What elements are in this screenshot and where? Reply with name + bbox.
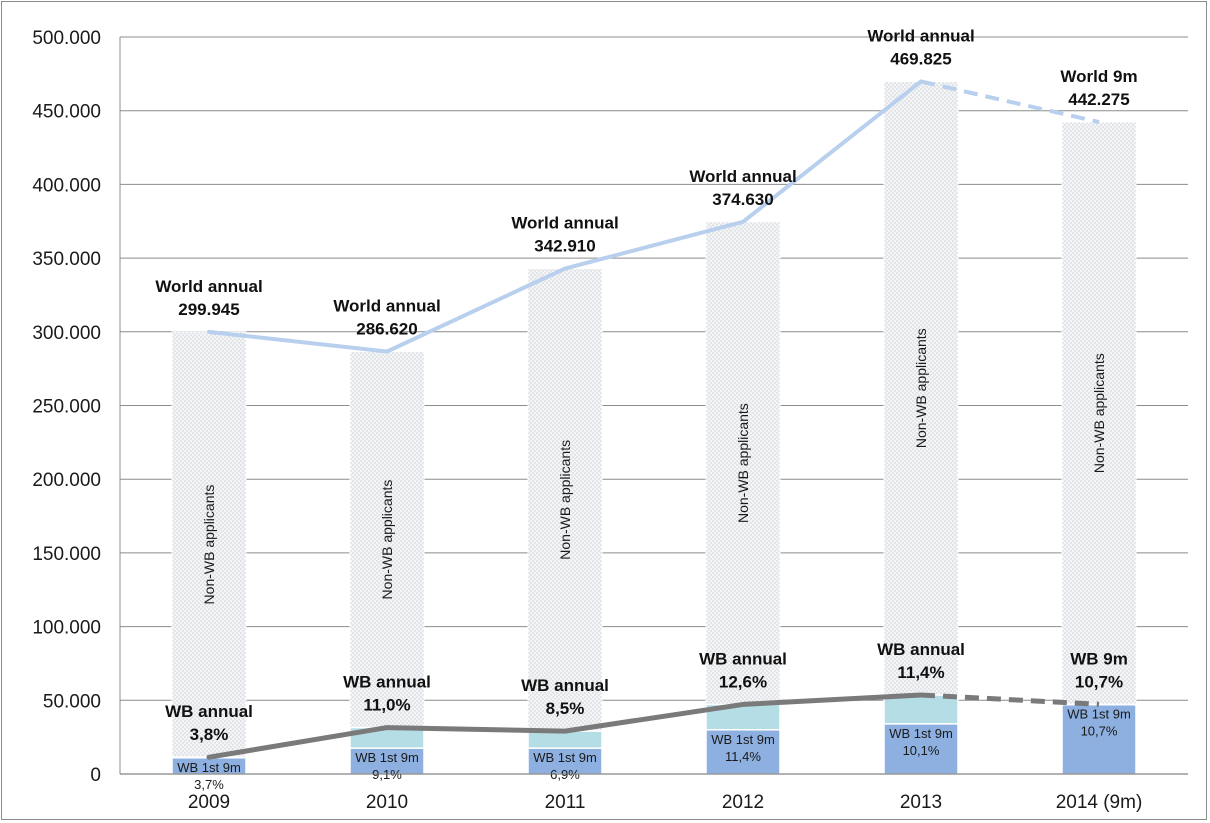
world-label-value: 342.910 [534,237,595,256]
world-label-title: World annual [867,26,974,45]
wb-label-value: 12,6% [719,672,767,691]
wb-label-title: WB 9m [1070,649,1128,668]
non-wb-label: Non-WB applicants [557,440,573,560]
wb-label-title: WB annual [343,673,431,692]
non-wb-label: Non-WB applicants [735,403,751,523]
first-9m-label-title: WB 1st 9m [889,726,953,741]
non-wb-label: Non-WB applicants [1091,353,1107,473]
first-9m-label-title: WB 1st 9m [1067,707,1131,722]
first-9m-label-title: WB 1st 9m [711,732,775,747]
x-tick-label: 2009 [188,792,230,813]
wb-label-title: WB annual [521,676,609,695]
non-wb-bar [1061,121,1137,705]
world-dashed-segment [920,79,1100,125]
bars [171,80,1137,775]
x-tick-label: 2011 [545,792,586,813]
y-tick-label: 200.000 [32,470,101,491]
world-label-value: 299.945 [178,300,239,319]
wb-first-9m-bar [527,747,603,775]
y-tick-label: 350.000 [32,249,101,270]
world-label-title: World annual [511,214,618,233]
x-tick-label: 2010 [366,792,408,813]
y-tick-label: 100.000 [32,618,101,639]
world-label-value: 286.620 [356,320,417,339]
y-tick-label: 400.000 [32,175,101,196]
world-label-title: World 9m [1060,67,1137,86]
world-label-value: 442.275 [1068,90,1129,109]
data-labels: Non-WB applicants Non-WB applicants Non-WB… [155,26,1137,791]
wb-dashed-segment [920,692,1100,707]
x-axis: 2009 2010 2011 2012 2013 2014 (9m) [120,773,1188,813]
non-wb-label: Non-WB applicants [379,480,395,600]
world-label-value: 374.630 [712,190,773,209]
wb-first-9m-bar [705,729,781,775]
y-tick-label: 250.000 [32,397,101,418]
wb-label-title: WB annual [877,640,965,659]
non-wb-label: Non-WB applicants [913,328,929,448]
world-label-value: 469.825 [890,49,951,68]
series-lines [206,79,1100,760]
first-9m-label-value: 10,1% [903,743,940,758]
first-9m-label-title: WB 1st 9m [177,760,241,775]
y-tick-label: 0 [90,765,101,786]
wb-label-value: 11,0% [363,696,410,715]
wb-label-title: WB annual [165,702,253,721]
world-line [207,79,923,354]
y-tick-label: 300.000 [32,323,101,344]
wb-rest-bar [883,694,959,725]
x-tick-label: 2013 [900,792,942,813]
y-tick-label: 50.000 [43,691,101,712]
x-tick-label: 2012 [722,792,764,813]
non-wb-bar [883,80,959,696]
y-axis: 0 50.000 100.000 150.000 200.000 250.000 300.0… [32,28,121,786]
world-label-title: World annual [689,167,796,186]
y-tick-label: 150.000 [32,544,101,565]
first-9m-label-title: WB 1st 9m [355,750,419,765]
first-9m-label-value: 10,7% [1081,724,1118,739]
x-tick-label: 2014 (9m) [1056,792,1143,813]
wb-label-title: WB annual [699,649,787,668]
wb-label-value: 3,8% [190,725,229,744]
wb-label-value: 10,7% [1075,672,1123,691]
world-label-title: World annual [333,297,440,316]
wb-label-value: 8,5% [546,699,585,718]
y-tick-label: 450.000 [32,102,101,123]
wb-label-value: 11,4% [897,663,944,682]
first-9m-label-value: 3,7% [194,777,224,792]
first-9m-label-value: 11,4% [725,749,761,764]
wb-first-9m-bar [349,747,425,775]
world-label-title: World annual [155,277,262,296]
wb-line [206,692,924,760]
y-tick-label: 500.000 [32,28,101,49]
wb-rest-bar [527,730,603,749]
gridlines [120,36,1188,775]
non-wb-label: Non-WB applicants [201,485,217,605]
first-9m-label-title: WB 1st 9m [533,750,597,765]
first-9m-label-value: 6,9% [550,767,580,782]
first-9m-label-value: 9,1% [372,767,402,782]
